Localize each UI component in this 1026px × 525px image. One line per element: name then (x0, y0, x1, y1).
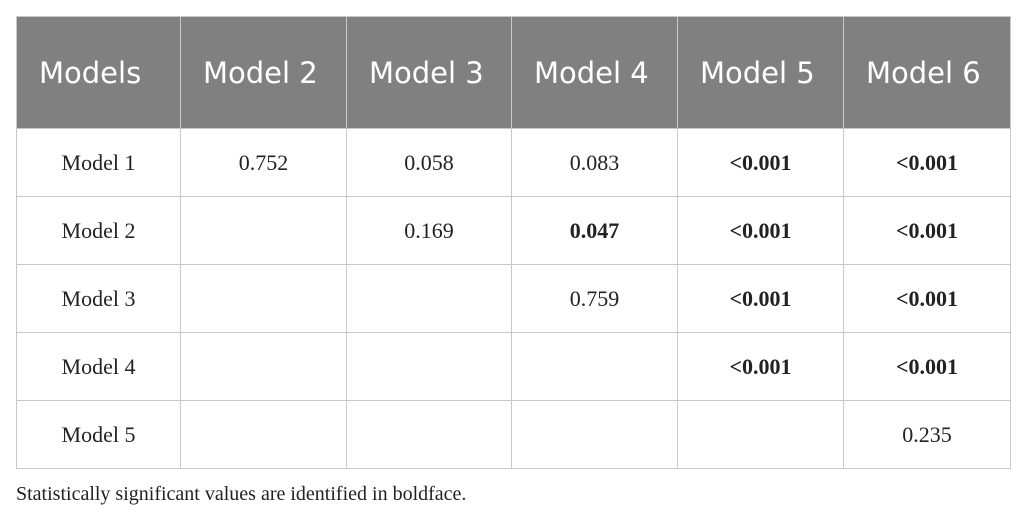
cell: 0.169 (346, 196, 512, 265)
table-row: Model 2 0.169 0.047 <0.001 <0.001 (16, 196, 1011, 265)
cell: 0.759 (511, 264, 678, 333)
empty-cell (180, 400, 347, 469)
header-cell: Model 3 (346, 16, 512, 129)
cell: 0.752 (180, 128, 347, 197)
cell: <0.001 (843, 332, 1011, 401)
header-cell: Model 6 (843, 16, 1011, 129)
cell: 0.235 (843, 400, 1011, 469)
table-row: Model 5 0.235 (16, 400, 1011, 469)
cell: 0.047 (511, 196, 678, 265)
cell: <0.001 (843, 196, 1011, 265)
header-cell: Models (16, 16, 181, 129)
row-label: Model 1 (16, 128, 181, 197)
empty-cell (511, 332, 678, 401)
row-label: Model 2 (16, 196, 181, 265)
empty-cell (346, 400, 512, 469)
table-row: Model 4 <0.001 <0.001 (16, 332, 1011, 401)
empty-cell (346, 264, 512, 333)
cell: 0.058 (346, 128, 512, 197)
table-row: Model 1 0.752 0.058 0.083 <0.001 <0.001 (16, 128, 1011, 197)
cell: <0.001 (677, 332, 844, 401)
row-label: Model 5 (16, 400, 181, 469)
header-cell: Model 2 (180, 16, 347, 129)
cell: 0.083 (511, 128, 678, 197)
cell: <0.001 (843, 264, 1011, 333)
table-body: Model 1 0.752 0.058 0.083 <0.001 <0.001 Model … (16, 128, 1011, 469)
row-label: Model 4 (16, 332, 181, 401)
empty-cell (180, 264, 347, 333)
cell: <0.001 (677, 264, 844, 333)
header-cell: Model 4 (511, 16, 678, 129)
cell: <0.001 (677, 128, 844, 197)
table-row: Model 3 0.759 <0.001 <0.001 (16, 264, 1011, 333)
empty-cell (677, 400, 844, 469)
header-row: Models Model 2 Model 3 Model 4 Model 5 Model … (16, 16, 1011, 129)
table: Models Model 2 Model 3 Model 4 Model 5 Model … (16, 16, 1011, 469)
empty-cell (180, 196, 347, 265)
footnote: Statistically significant values are ide… (16, 483, 467, 505)
row-label: Model 3 (16, 264, 181, 333)
empty-cell (180, 332, 347, 401)
cell: <0.001 (843, 128, 1011, 197)
empty-cell (511, 400, 678, 469)
cell: <0.001 (677, 196, 844, 265)
empty-cell (346, 332, 512, 401)
header-cell: Model 5 (677, 16, 844, 129)
